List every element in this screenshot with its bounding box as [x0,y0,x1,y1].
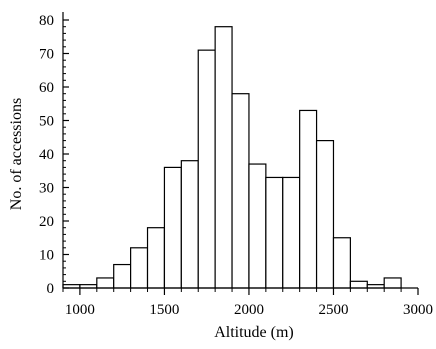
histogram-bar [231,93,250,289]
x-axis-label: Altitude (m) [214,324,294,341]
y-tick-label: 20 [39,214,54,230]
histogram-bar [130,247,149,289]
axes-layer: 0 10 20 30 40 50 60 70 80 1000 1500 2000 2500 3000 [39,12,433,318]
x-tick-label: 1500 [149,302,179,318]
histogram-bar [180,160,199,289]
histogram-bar [383,277,402,289]
y-tick-label: 70 [39,47,54,63]
x-tick-label: 2000 [234,302,264,318]
x-tick-label: 1000 [65,302,95,318]
histogram-bar [349,280,368,289]
histogram-bar [332,237,351,289]
y-tick-label: 40 [39,147,54,163]
histogram-bar [214,26,233,289]
histogram-bar [96,277,115,289]
x-tick-label: 3000 [403,302,433,318]
labels-layer: Altitude (m) No. of accessions [8,98,294,341]
y-tick-label: 50 [39,114,54,130]
histogram-bar [163,166,182,289]
bars-layer [62,26,402,289]
histogram-bar [146,227,166,289]
y-tick-label: 10 [39,248,54,264]
y-tick-label: 60 [39,80,54,96]
histogram-bar [282,176,301,289]
y-tick-label: 80 [39,13,54,29]
histogram-bar [113,263,132,289]
histogram-bar [299,109,318,289]
histogram-bar [315,140,335,289]
histogram-bar [248,163,267,289]
histogram-bar [197,49,216,289]
y-tick-label: 0 [47,281,55,297]
y-tick-label: 30 [39,181,54,197]
y-axis-label: No. of accessions [8,98,25,210]
x-tick-label: 2500 [318,302,348,318]
histogram-bar [265,176,284,289]
